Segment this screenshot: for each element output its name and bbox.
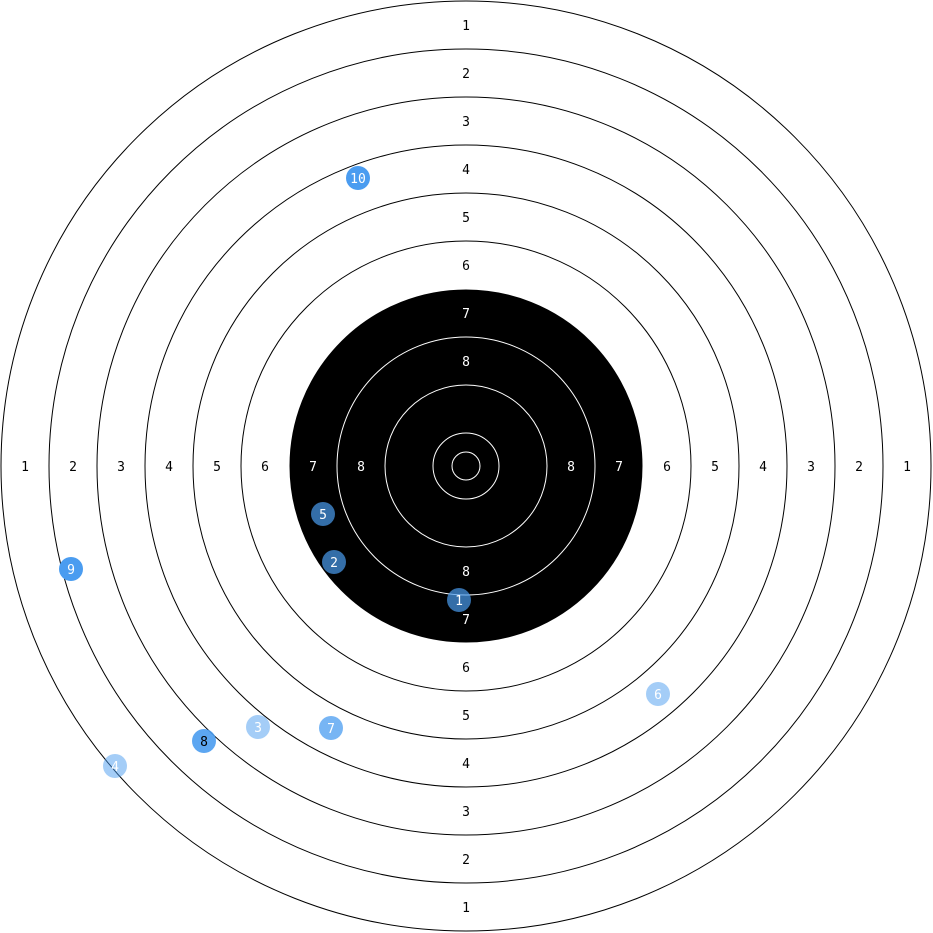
shot-number: 3	[254, 721, 262, 736]
shot-9[interactable]: 9	[59, 557, 83, 581]
ring-label: 6	[462, 259, 470, 274]
ring-label: 2	[462, 67, 470, 82]
ring-label: 3	[807, 460, 815, 475]
ring-label: 4	[462, 757, 470, 772]
shot-marker[interactable]	[319, 716, 343, 740]
shot-3[interactable]: 3	[246, 715, 270, 739]
ring-7	[288, 288, 644, 644]
shot-number: 8	[200, 735, 208, 750]
ring-label: 1	[462, 901, 470, 916]
shot-6[interactable]: 6	[646, 682, 670, 706]
ring-label: 3	[117, 460, 125, 475]
shot-number: 10	[350, 172, 366, 187]
shot-marker[interactable]	[346, 166, 370, 190]
shot-number: 9	[67, 563, 75, 578]
ring-label: 1	[903, 460, 911, 475]
shot-10[interactable]: 10	[346, 166, 370, 190]
shot-marker[interactable]	[59, 557, 83, 581]
ring-label: 7	[615, 460, 623, 475]
ring-label: 8	[357, 460, 365, 475]
shot-number: 1	[455, 594, 463, 609]
inner-ten-ring	[451, 451, 481, 481]
shot-number: 7	[327, 722, 335, 737]
shot-2[interactable]: 2	[322, 550, 346, 574]
ring-label: 7	[309, 460, 317, 475]
ring-label: 7	[462, 307, 470, 322]
ring-label: 5	[711, 460, 719, 475]
ring-label: 4	[165, 460, 173, 475]
ring-10	[432, 432, 500, 500]
ring-9	[384, 384, 548, 548]
ring-label: 6	[462, 661, 470, 676]
ring-label: 6	[663, 460, 671, 475]
ring-label: 2	[855, 460, 863, 475]
ring-label: 5	[462, 211, 470, 226]
ring-label: 5	[462, 709, 470, 724]
ring-label: 8	[567, 460, 575, 475]
shot-1[interactable]: 1	[447, 588, 471, 612]
ring-label: 3	[462, 805, 470, 820]
shot-8[interactable]: 8	[192, 729, 216, 753]
ring-label: 3	[462, 115, 470, 130]
ring-label: 2	[462, 853, 470, 868]
shot-number: 4	[111, 760, 119, 775]
ring-label: 8	[462, 355, 470, 370]
ring-label: 8	[462, 565, 470, 580]
shot-marker[interactable]	[103, 754, 127, 778]
shot-number: 2	[330, 556, 338, 571]
ring-label: 4	[759, 460, 767, 475]
shot-marker[interactable]	[322, 550, 346, 574]
ring-label: 1	[21, 460, 29, 475]
shot-5[interactable]: 5	[311, 502, 335, 526]
ring-label: 2	[69, 460, 77, 475]
shot-number: 5	[319, 508, 327, 523]
shot-marker[interactable]	[646, 682, 670, 706]
ring-label: 4	[462, 163, 470, 178]
shot-marker[interactable]	[246, 715, 270, 739]
shot-7[interactable]: 7	[319, 716, 343, 740]
shot-marker[interactable]	[447, 588, 471, 612]
ring-label: 7	[462, 613, 470, 628]
shot-number: 6	[654, 688, 662, 703]
shot-marker[interactable]	[311, 502, 335, 526]
shot-4[interactable]: 4	[103, 754, 127, 778]
ring-label: 5	[213, 460, 221, 475]
ring-label: 6	[261, 460, 269, 475]
shot-marker[interactable]	[192, 729, 216, 753]
ring-label: 1	[462, 19, 470, 34]
